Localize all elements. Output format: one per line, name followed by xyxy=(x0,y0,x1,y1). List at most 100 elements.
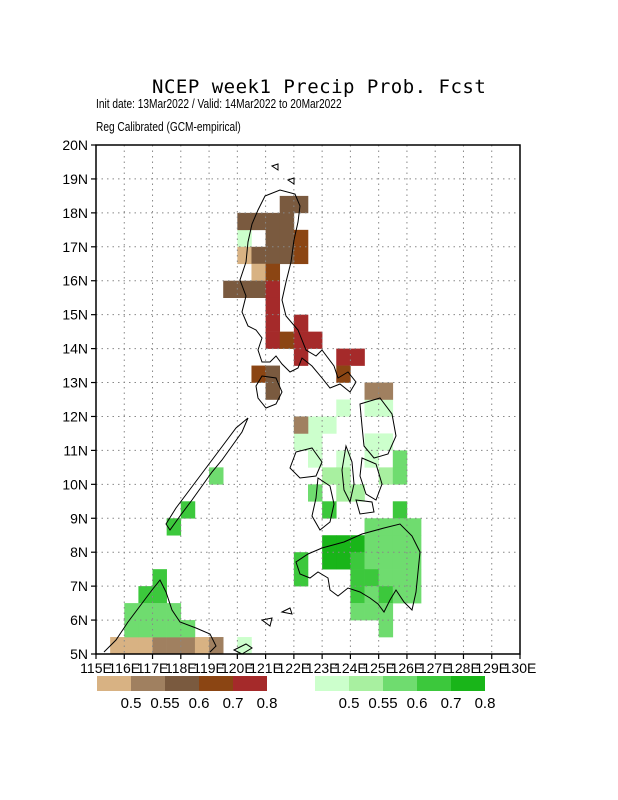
wet-cell xyxy=(124,620,139,638)
dry-cell xyxy=(194,637,210,655)
lon-tick-label: 122E xyxy=(278,660,311,676)
dry-cell xyxy=(265,382,281,400)
wet-cell xyxy=(308,433,323,451)
coastline-mindanao xyxy=(295,523,421,613)
wet-cell xyxy=(364,552,379,570)
lat-tick-label: 13N xyxy=(62,375,88,391)
coastline-bohol xyxy=(355,499,375,515)
dry-cell xyxy=(237,280,252,298)
lat-tick-label: 7N xyxy=(70,578,88,594)
lat-tick-label: 8N xyxy=(70,544,88,560)
wet-cell xyxy=(406,552,422,570)
legend-dry-swatch xyxy=(131,676,165,691)
wet-cell xyxy=(166,518,182,536)
wet-cell xyxy=(364,399,379,417)
dry-cell xyxy=(265,263,281,282)
legend-dry-swatch xyxy=(233,676,267,691)
title-block: NCEP week1 Precip Prob. Fcst Init date: … xyxy=(0,0,618,140)
wet-cell xyxy=(152,569,167,587)
lon-tick-label: 123E xyxy=(306,660,339,676)
wet-cell xyxy=(237,229,252,248)
wet-cell xyxy=(336,552,351,570)
wet-cell xyxy=(180,620,196,638)
wet-cell xyxy=(293,433,309,451)
wet-cell xyxy=(378,586,394,604)
dry-cell xyxy=(279,331,295,349)
wet-cell xyxy=(166,603,182,621)
coastline-borneo xyxy=(103,579,217,653)
wet-cell xyxy=(322,467,337,485)
wet-cell xyxy=(392,535,408,553)
dry-cell xyxy=(251,280,266,298)
lat-tick-label: 9N xyxy=(70,510,88,526)
wet-cell xyxy=(378,399,394,417)
map-gridlines xyxy=(96,145,520,654)
wet-cell xyxy=(392,586,408,604)
legend-dry-label: 0.5 xyxy=(121,695,142,712)
wet-cell xyxy=(350,569,365,587)
coastline-sulu xyxy=(232,607,293,655)
dry-cell xyxy=(293,331,309,349)
dry-cell xyxy=(265,280,281,298)
wet-cell xyxy=(350,484,365,502)
wet-cell xyxy=(406,586,422,604)
chart-title: NCEP week1 Precip Prob. Fcst xyxy=(152,76,487,98)
wet-cell xyxy=(152,586,167,604)
wet-cell xyxy=(364,535,379,553)
dry-cell xyxy=(180,637,196,655)
dry-cell xyxy=(293,195,309,214)
dry-cell xyxy=(110,637,125,655)
wet-cell xyxy=(378,569,394,587)
latitude-axis: 5N 6N 7N 8N 9N 10N 11N 12N 13N 14N 15N 16N 17N 18N 19N… xyxy=(62,137,96,662)
dry-cell xyxy=(237,246,252,265)
wet-cell xyxy=(336,467,351,485)
wet-cell xyxy=(180,501,196,519)
dry-cell xyxy=(265,297,281,315)
wet-cell xyxy=(364,518,379,536)
dry-cell xyxy=(152,637,167,655)
dry-cell xyxy=(293,416,309,434)
wet-cell xyxy=(308,450,323,468)
legend-dry-swatch xyxy=(199,676,233,691)
legend-wet: 0.5 0.55 0.6 0.7 0.8 xyxy=(315,676,495,712)
legend-dry-label: 0.55 xyxy=(150,695,179,712)
lat-tick-label: 17N xyxy=(62,239,88,255)
wet-cell xyxy=(308,484,323,502)
wet-cell xyxy=(138,620,153,638)
wet-cell xyxy=(308,416,323,434)
legend-dry-label: 0.8 xyxy=(257,695,278,712)
dry-cell xyxy=(378,382,394,400)
wet-cell xyxy=(378,433,394,451)
lon-tick-label: 120E xyxy=(221,660,254,676)
lon-tick-label: 117E xyxy=(137,660,169,676)
dry-cell xyxy=(279,246,295,265)
wet-cell xyxy=(392,518,408,536)
dry-cell xyxy=(308,331,323,349)
legend-wet-label: 0.5 xyxy=(339,695,360,712)
legend-dry-label: 0.7 xyxy=(223,695,244,712)
wet-cell xyxy=(138,603,153,621)
wet-cell xyxy=(364,603,379,621)
lon-tick-label: 127E xyxy=(419,660,452,676)
coastline-cebu xyxy=(341,444,355,504)
wet-cell xyxy=(350,586,365,604)
dry-cell xyxy=(265,314,281,332)
wet-cell xyxy=(152,603,167,621)
lat-tick-label: 10N xyxy=(62,476,88,492)
legend-wet-swatch xyxy=(315,676,349,691)
legend-dry-swatch xyxy=(97,676,131,691)
lat-tick-label: 6N xyxy=(70,612,88,628)
dry-cell xyxy=(138,637,153,655)
legend-wet-swatch xyxy=(349,676,383,691)
dry-cell xyxy=(293,229,309,248)
wet-cell xyxy=(166,620,182,638)
lon-tick-label: 124E xyxy=(334,660,367,676)
wet-cell xyxy=(406,518,422,536)
map-frame xyxy=(95,144,521,655)
lon-tick-label: 129E xyxy=(475,660,508,676)
method-label: Reg Calibrated (GCM-empirical) xyxy=(96,119,241,134)
legend-wet-swatch xyxy=(417,676,451,691)
coastline-negros xyxy=(311,477,335,531)
lon-tick-label: 116E xyxy=(108,660,140,676)
wet-cell xyxy=(152,620,167,638)
